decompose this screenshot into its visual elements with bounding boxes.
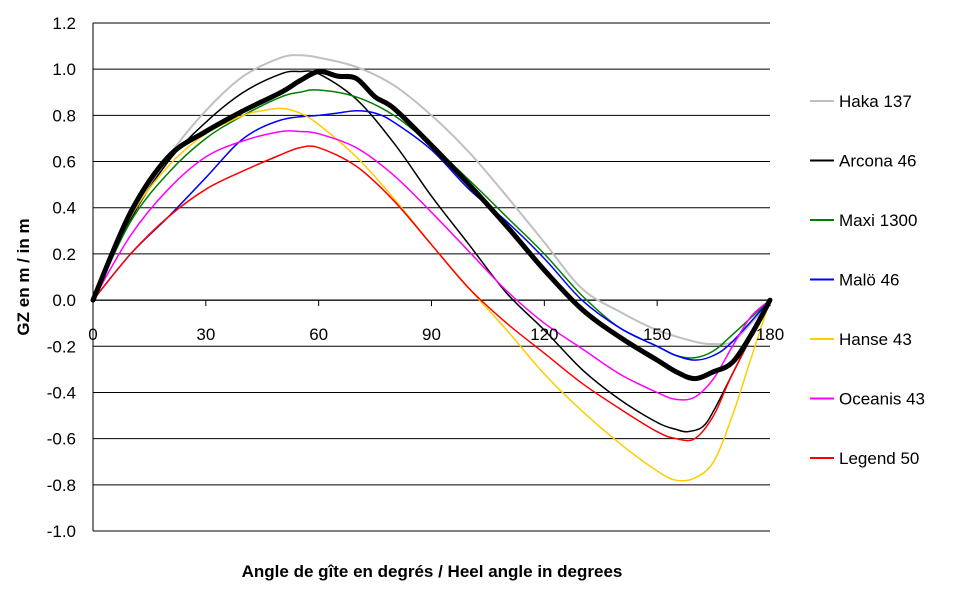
x-tick-label: 0 xyxy=(88,325,97,344)
y-tick-label: -0.4 xyxy=(47,383,76,402)
legend-label: Maxi 1300 xyxy=(839,211,917,230)
y-tick-label: -0.2 xyxy=(47,337,76,356)
x-tick-label: 150 xyxy=(643,325,671,344)
series-line-haka-137 xyxy=(92,54,771,346)
legend-label: Legend 50 xyxy=(839,449,919,468)
y-tick-label: 0.2 xyxy=(52,245,76,264)
gridlines xyxy=(93,22,770,532)
x-tick-label: 90 xyxy=(422,325,441,344)
x-tick-label: 120 xyxy=(530,325,558,344)
y-tick-label: -0.6 xyxy=(47,430,76,449)
series-line-arcona-46 xyxy=(92,70,771,433)
x-axis-title: Angle de gîte en degrés / Heel angle in … xyxy=(242,562,623,581)
y-tick-label: -1.0 xyxy=(47,522,76,541)
legend-label: Haka 137 xyxy=(839,92,912,111)
series-lines xyxy=(90,54,773,482)
tick-labels: 1.2 1.0 0.8 0.6 0.4 0.2 0.0 -0.2 -0.4 -0.6 -0.8 -1.… xyxy=(47,14,784,541)
y-tick-label: 0.0 xyxy=(52,291,76,310)
x-tick-label: 30 xyxy=(196,325,215,344)
y-tick-label: 1.0 xyxy=(52,60,76,79)
y-axis-title: GZ en m / in m xyxy=(14,218,33,335)
axes xyxy=(92,23,771,531)
x-tick-label: 180 xyxy=(756,325,784,344)
series-line-oceanis-43 xyxy=(92,129,771,401)
y-tick-label: 0.4 xyxy=(52,199,76,218)
legend-label: Malö 46 xyxy=(839,271,899,290)
legend-label: Oceanis 43 xyxy=(839,390,925,409)
legend-item: Hanse 43 xyxy=(810,330,912,349)
legend-item: Haka 137 xyxy=(810,92,912,111)
legend-item: Arcona 46 xyxy=(810,152,917,171)
y-tick-label: 1.2 xyxy=(52,14,76,33)
y-tick-label: 0.6 xyxy=(52,153,76,172)
legend-item: Oceanis 43 xyxy=(810,390,925,409)
legend-item: Legend 50 xyxy=(810,449,919,468)
x-tick-label: 60 xyxy=(309,325,328,344)
series-line-maxi-1300 xyxy=(92,89,771,359)
y-tick-label: -0.8 xyxy=(47,476,76,495)
series-line-mal-46 xyxy=(92,109,771,361)
legend-item: Maxi 1300 xyxy=(810,211,917,230)
y-tick-label: 0.8 xyxy=(52,106,76,125)
series-line-highlight xyxy=(90,68,773,382)
series-line-legend-50 xyxy=(92,145,771,442)
legend-item: Malö 46 xyxy=(810,271,899,290)
legend-label: Arcona 46 xyxy=(839,152,917,171)
legend: Haka 137 Arcona 46 Maxi 1300 Malö 46 Hanse 4… xyxy=(810,92,925,468)
legend-label: Hanse 43 xyxy=(839,330,912,349)
